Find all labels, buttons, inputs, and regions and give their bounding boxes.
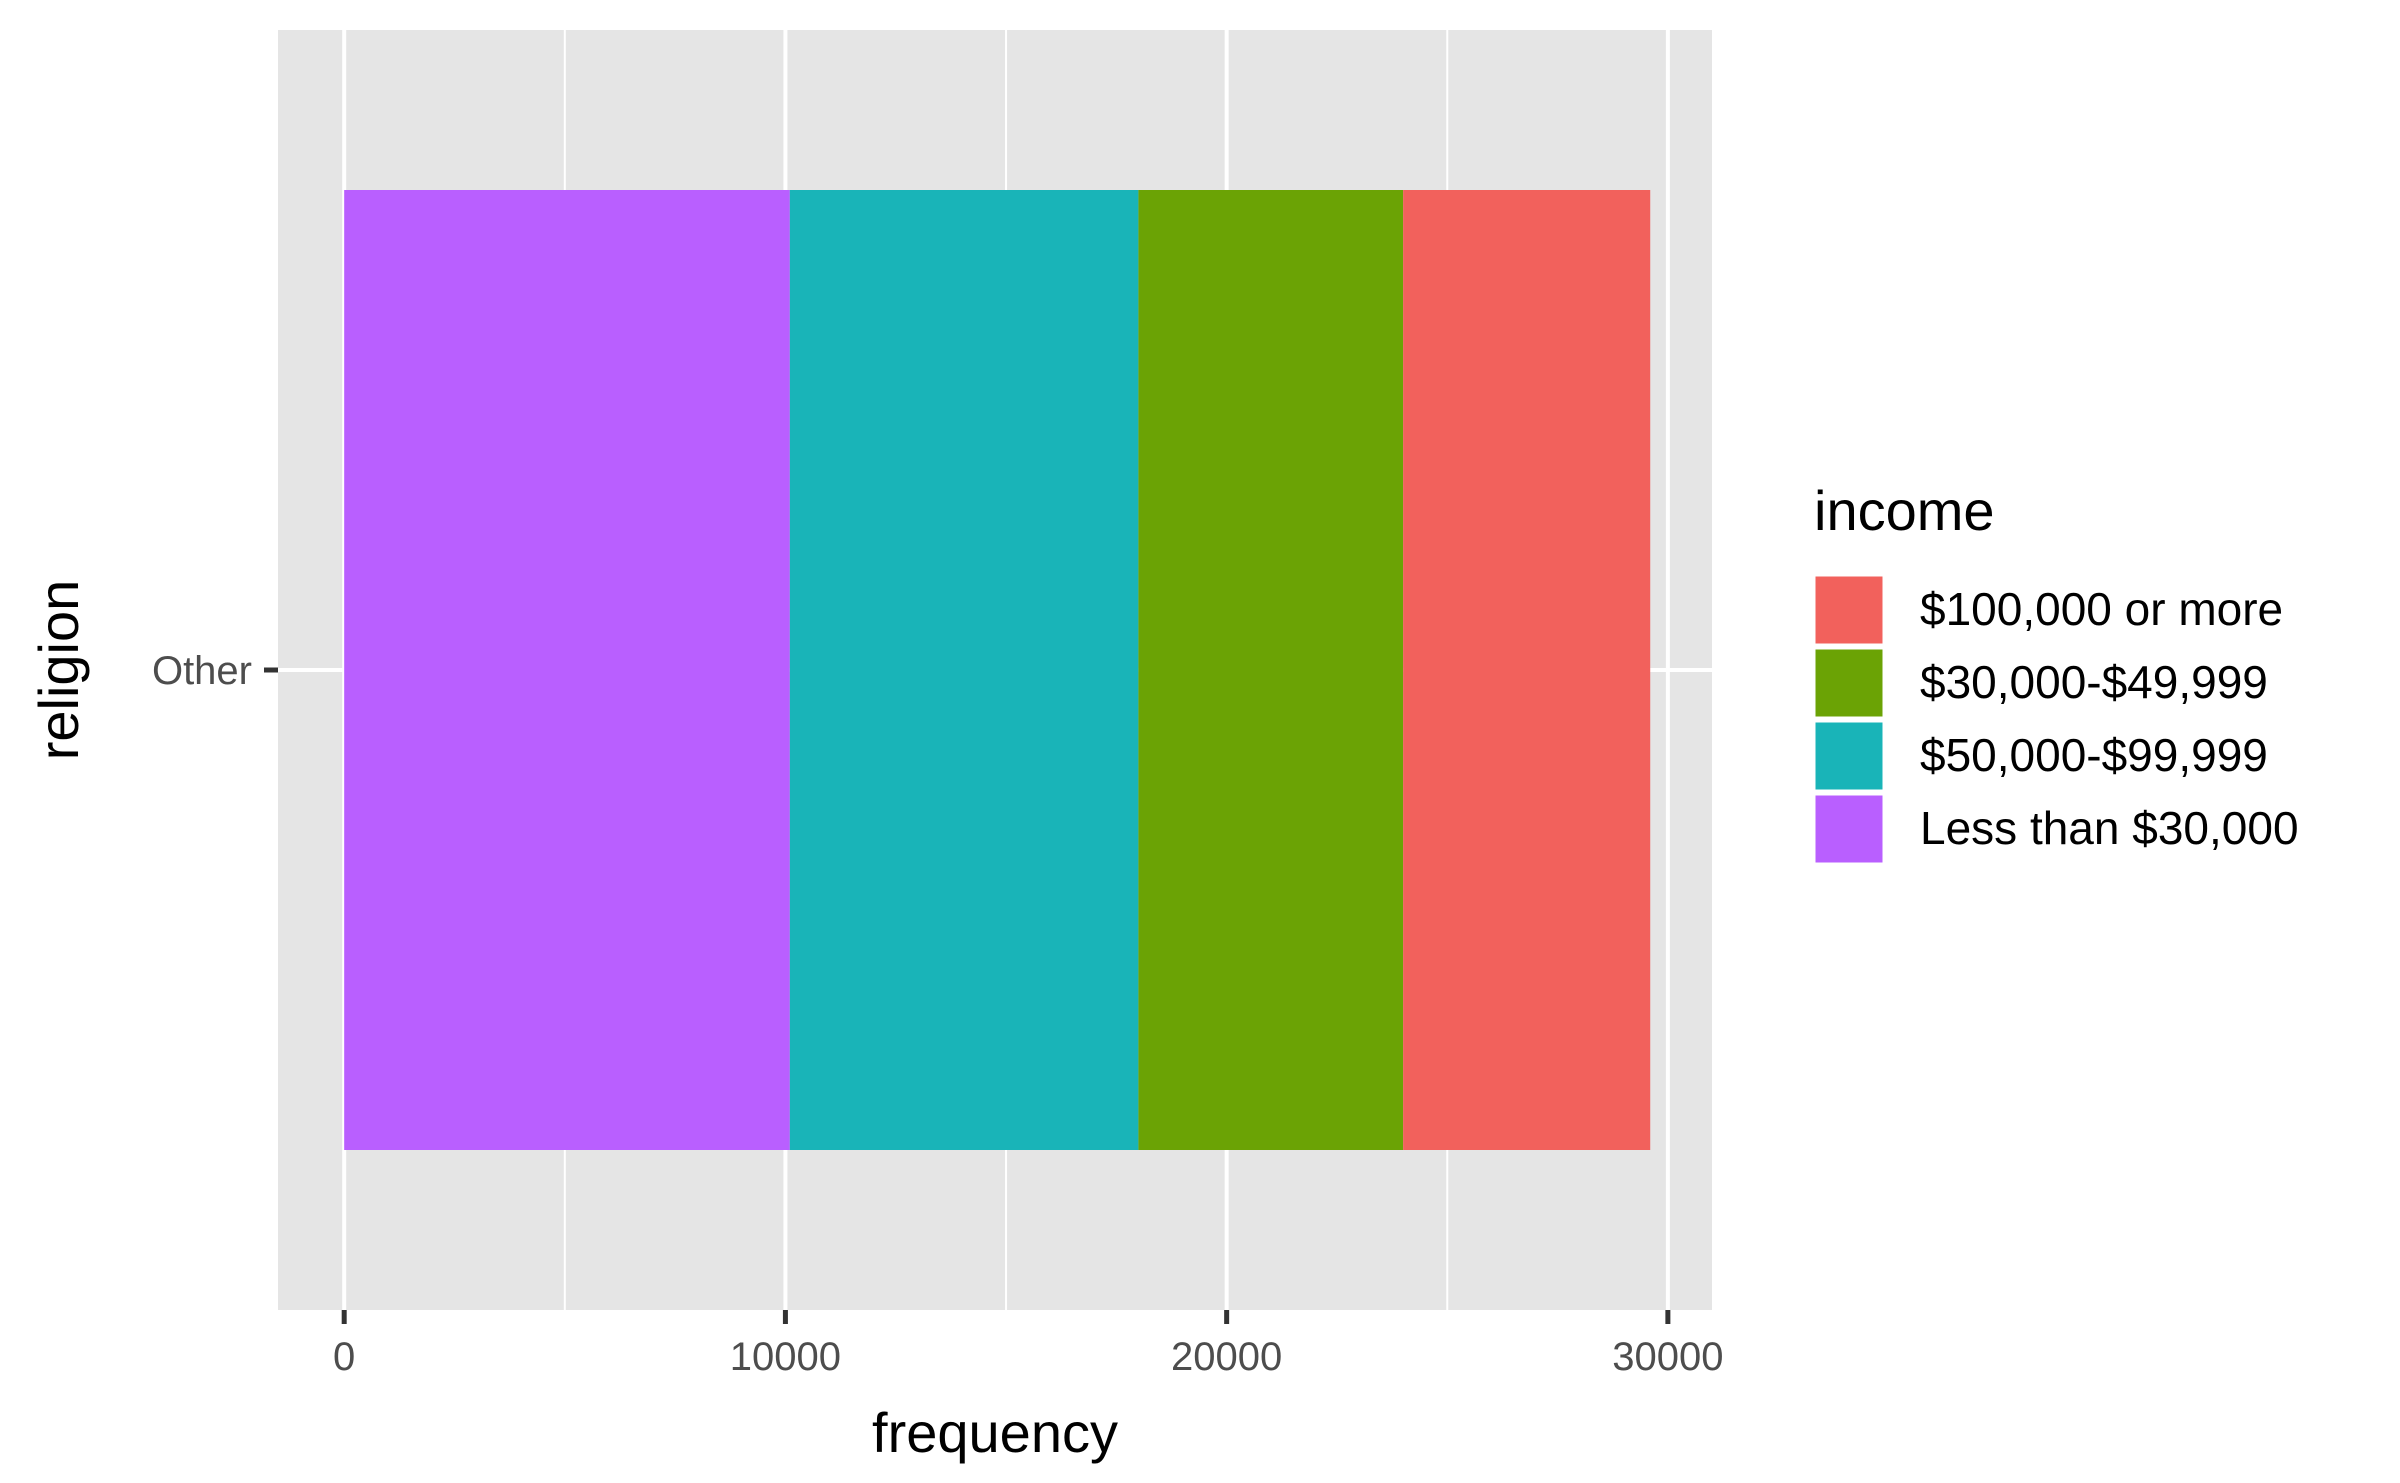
x-tick-label: 0: [333, 1335, 355, 1379]
legend-key: [1812, 792, 1886, 866]
x-tick-label: 10000: [730, 1335, 841, 1379]
bar-segment: [789, 190, 1139, 1150]
bar-segment: [344, 190, 790, 1150]
x-tick-label: 30000: [1612, 1335, 1723, 1379]
legend-key: [1812, 646, 1886, 720]
x-tick-label: 20000: [1171, 1335, 1282, 1379]
legend-label: $30,000-$49,999: [1920, 656, 2268, 708]
legend-label: $50,000-$99,999: [1920, 729, 2268, 781]
legend-label: $100,000 or more: [1920, 583, 2283, 635]
legend-title: income: [1814, 479, 1995, 542]
y-axis-title: religion: [27, 580, 90, 761]
legend: income $100,000 or more $30,000-$49,999 $5…: [1812, 479, 2299, 866]
x-axis: 0 10000 20000 30000: [333, 1310, 1723, 1379]
legend-key: [1812, 573, 1886, 647]
legend-label: Less than $30,000: [1920, 802, 2299, 854]
bar-segments: [344, 190, 1651, 1150]
y-tick-label: Other: [152, 649, 252, 693]
x-axis-title: frequency: [872, 1401, 1118, 1464]
y-axis: Other: [152, 649, 278, 693]
bar-segment: [1403, 190, 1651, 1150]
bar-segment: [1138, 190, 1404, 1150]
legend-key: [1812, 719, 1886, 793]
